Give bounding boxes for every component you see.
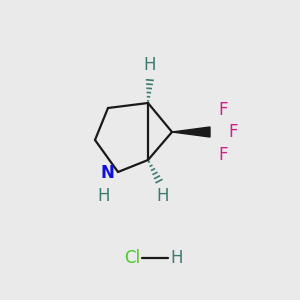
Text: H: H	[170, 249, 182, 267]
Text: N: N	[100, 164, 114, 182]
Polygon shape	[172, 127, 210, 137]
Text: F: F	[228, 123, 238, 141]
Text: F: F	[218, 146, 227, 164]
Text: F: F	[218, 101, 227, 119]
Text: H: H	[157, 187, 169, 205]
Text: H: H	[144, 56, 156, 74]
Text: H: H	[98, 187, 110, 205]
Text: Cl: Cl	[124, 249, 140, 267]
